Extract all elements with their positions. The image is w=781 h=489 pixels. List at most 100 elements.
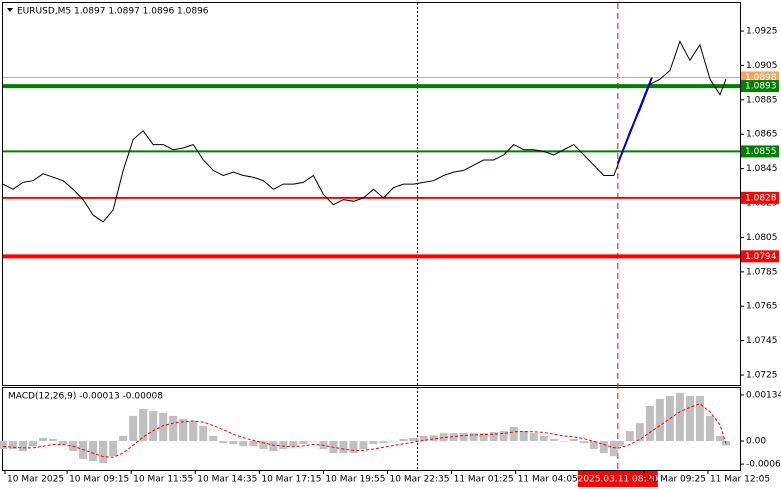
- macd-bar: [29, 441, 38, 447]
- x-tick-label: 11 Mar 12:05: [710, 475, 770, 485]
- y-tick-label: 1.0785: [746, 267, 778, 277]
- macd-bar: [139, 409, 148, 442]
- macd-bar: [399, 438, 408, 442]
- macd-bar: [459, 433, 468, 442]
- price-line: [2, 40, 727, 223]
- macd-bar: [179, 419, 188, 442]
- x-tick-label: 10 Mar 14:35: [197, 475, 257, 485]
- y-tick-label: 1.0805: [746, 233, 778, 243]
- macd-bar: [559, 441, 568, 442]
- main-frame: [2, 2, 741, 386]
- macd-bar: [599, 441, 608, 454]
- macd-bar: [685, 395, 694, 442]
- macd-bar: [489, 432, 498, 442]
- y-tick-label: 1.0885: [746, 95, 778, 105]
- x-tick-label: 10 Mar 19:55: [325, 475, 385, 485]
- macd-bar: [509, 426, 518, 442]
- x-tick-label: 10 Mar 2025: [7, 475, 64, 485]
- level-label: 1.0898: [745, 73, 777, 83]
- macd-bar: [695, 395, 704, 442]
- macd-bar: [635, 423, 644, 442]
- macd-bar: [209, 435, 218, 442]
- macd-bar: [0, 441, 7, 449]
- macd-bar: [19, 441, 28, 452]
- macd-bar: [269, 441, 278, 452]
- chart-title: EURUSD,M5 1.0897 1.0897 1.0896 1.0896: [17, 7, 209, 17]
- macd-bar: [229, 441, 238, 445]
- macd-bar: [389, 441, 398, 442]
- x-tick-label: 11 Mar 09:25: [646, 475, 706, 485]
- macd-bar: [289, 441, 298, 447]
- level-label: 1.0855: [745, 147, 777, 157]
- macd-bar: [99, 441, 108, 464]
- y-tick-label: -0.00067: [746, 460, 781, 470]
- signal-line: [2, 403, 727, 458]
- macd-bar: [479, 433, 488, 442]
- x-tick-label: 2025.03.11 08:20: [578, 475, 659, 485]
- macd-bar: [705, 415, 714, 442]
- macd-bar: [469, 433, 478, 442]
- crosshair-label-box: [577, 471, 658, 487]
- macd-bar: [339, 441, 348, 454]
- y-tick-label: 1.0765: [746, 302, 778, 312]
- macd-bar: [259, 441, 268, 449]
- macd-bar: [299, 441, 308, 445]
- macd-bar: [249, 441, 258, 447]
- macd-bar: [309, 441, 318, 442]
- macd-bar: [529, 433, 538, 442]
- macd-bar: [159, 412, 168, 442]
- macd-bar: [499, 431, 508, 442]
- x-tick-label: 11 Mar 04:05: [518, 475, 578, 485]
- macd-bar: [429, 435, 438, 442]
- macd-bar: [9, 441, 18, 449]
- macd-bar: [645, 405, 654, 442]
- macd-bar: [129, 415, 138, 442]
- macd-bar: [349, 441, 358, 454]
- x-tick-label: 10 Mar 22:35: [390, 475, 450, 485]
- level-label-box: [741, 80, 779, 93]
- macd-bar: [569, 438, 578, 442]
- x-tick-label: 10 Mar 11:55: [133, 475, 193, 485]
- macd-bar: [109, 441, 118, 457]
- macd-bar: [675, 392, 684, 442]
- macd-bar: [449, 433, 458, 442]
- macd-bar: [239, 441, 248, 447]
- macd-bar: [655, 399, 664, 442]
- macd-bar: [419, 435, 428, 442]
- macd-bar: [409, 437, 418, 442]
- level-label: 1.0893: [745, 82, 777, 92]
- macd-bar: [379, 441, 388, 444]
- y-tick-label: 1.0725: [746, 371, 778, 381]
- macd-bar: [189, 421, 198, 442]
- macd-bar: [279, 441, 288, 449]
- x-tick-label: 11 Mar 01:25: [454, 475, 514, 485]
- level-label: 1.0828: [745, 193, 777, 203]
- macd-bar: [369, 441, 378, 445]
- macd-bar: [579, 441, 588, 444]
- macd-title: MACD(12,26,9) -0.00013 -0.00008: [8, 392, 163, 402]
- y-tick-label: 1.0745: [746, 336, 778, 346]
- menu-arrow: [7, 8, 13, 12]
- macd-bar: [439, 433, 448, 442]
- macd-bar: [359, 441, 368, 449]
- macd-bar: [169, 415, 178, 442]
- macd-bar: [625, 431, 634, 442]
- level-label-box: [741, 145, 779, 158]
- y-tick-label: 0.00134: [746, 390, 781, 400]
- level-label-box: [741, 191, 779, 204]
- y-tick-label: 1.0845: [746, 164, 778, 174]
- y-tick-label: 1.0865: [746, 130, 778, 140]
- macd-bar: [119, 435, 128, 442]
- macd-bar: [609, 441, 618, 457]
- macd-bar: [39, 437, 48, 442]
- x-tick-label: 10 Mar 17:15: [261, 475, 321, 485]
- y-tick-label: 0.00: [746, 437, 766, 447]
- macd-bar: [49, 438, 58, 442]
- macd-bar: [539, 435, 548, 442]
- y-tick-label: 1.0925: [746, 27, 778, 37]
- level-label-box: [741, 250, 779, 263]
- macd-frame: [2, 387, 741, 471]
- macd-bar: [149, 411, 158, 442]
- y-tick-label: 1.0905: [746, 61, 778, 71]
